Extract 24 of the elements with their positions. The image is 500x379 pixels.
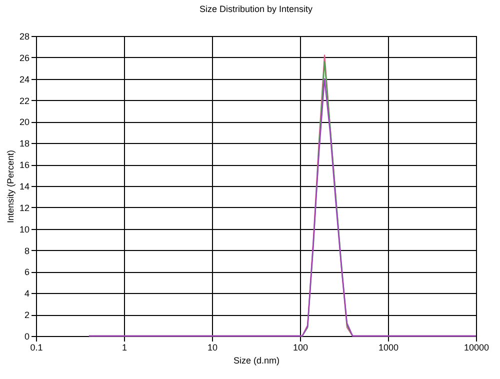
chart-title: Size Distribution by Intensity: [199, 4, 314, 14]
y-tick-label: 18: [19, 138, 30, 149]
x-tick-label: 0.1: [30, 342, 43, 352]
y-tick-label: 12: [19, 202, 30, 213]
y-tick-label: 0: [24, 332, 30, 342]
y-tick-label: 22: [19, 96, 30, 106]
y-tick-label: 6: [24, 267, 30, 278]
x-axis-title: Size (d.nm): [233, 356, 280, 366]
x-tick-label: 1000: [378, 342, 399, 352]
y-tick-label: 20: [19, 117, 30, 128]
y-axis-title: Intensity (Percent): [5, 150, 16, 224]
y-tick-label: 8: [24, 246, 30, 256]
x-tick-label: 10000: [464, 342, 490, 352]
y-tick-label: 10: [19, 224, 30, 234]
y-tick-label: 14: [19, 182, 30, 192]
x-tick-label: 1: [122, 342, 128, 352]
x-tick-label: 100: [292, 342, 308, 352]
y-tick-label: 26: [19, 52, 30, 63]
y-tick-label: 24: [19, 74, 30, 84]
y-tick-label: 4: [24, 288, 30, 299]
y-tick-label: 2: [24, 310, 30, 320]
y-tick-label: 28: [19, 32, 30, 42]
y-tick-label: 16: [19, 160, 30, 170]
x-tick-label: 10: [207, 342, 218, 352]
